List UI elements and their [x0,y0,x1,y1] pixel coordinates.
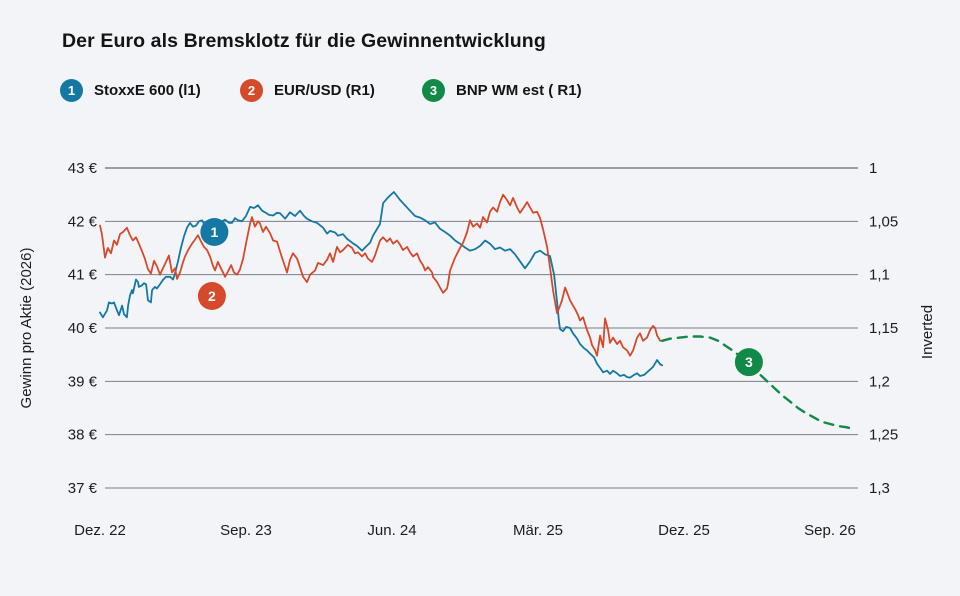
x-axis-tick: Sep. 23 [220,522,272,539]
legend-badge-1-icon: 1 [60,79,83,102]
legend-item-eurusd: 2 EUR/USD (R1) [240,79,375,102]
y-axis-left-tick: 41 € [68,267,98,284]
chart-title: Der Euro als Bremsklotz für die Gewinnen… [62,30,546,52]
series-badge-number: 2 [208,288,216,304]
x-axis-tick: Sep. 26 [804,522,856,539]
y-axis-left-tick: 37 € [68,480,98,497]
y-axis-right-labels: 1 1,05 1,1 1,15 1,2 1,25 1,3 [869,160,898,497]
series-line-1 [99,191,663,379]
y-axis-right-tick: 1,2 [869,373,890,390]
y-axis-right-tick: 1,15 [869,320,898,337]
series-line-3 [660,335,857,431]
gridlines [105,167,858,489]
x-axis-tick: Jun. 24 [367,522,416,539]
x-axis-tick: Mär. 25 [513,522,563,539]
y-axis-left-tick: 40 € [68,320,98,337]
legend-item-bnp-est: 3 BNP WM est ( R1) [422,79,582,102]
y-axis-left-title: Gewinn pro Aktie (2026) [18,248,35,409]
axis-titles: Gewinn pro Aktie (2026) Inverted [18,248,936,409]
y-axis-left-tick: 39 € [68,373,98,390]
legend-item-stoxx: 1 StoxxE 600 (l1) [60,79,201,102]
y-axis-left-tick: 38 € [68,427,98,444]
x-axis-labels: Dez. 22 Sep. 23 Jun. 24 Mär. 25 Dez. 25 Sep. … [74,522,856,539]
series-badges: 1 2 3 [197,218,763,377]
series-badge-1-icon [200,218,229,246]
y-axis-right-tick: 1,05 [869,213,898,230]
y-axis-right-tick: 1 [869,160,877,177]
series-badge-3-icon [734,348,763,377]
series-lines [99,191,857,431]
legend-badge-2-icon: 2 [240,79,263,102]
series-badge-number: 1 [210,224,218,240]
legend-label-bnp-est: BNP WM est ( R1) [456,82,582,99]
y-axis-right-title: Inverted [919,305,936,359]
y-axis-right-tick: 1,3 [869,480,890,497]
x-axis-tick: Dez. 25 [658,522,710,539]
legend-badge-3-icon: 3 [422,79,445,102]
y-axis-left-tick: 43 € [68,160,98,177]
series-badge-2-icon [197,282,226,310]
series-line-2 [99,193,662,357]
x-axis-tick: Dez. 22 [74,522,126,539]
y-axis-left-labels: 43 € 42 € 41 € 40 € 39 € 38 € 37 € [68,160,98,497]
legend-label-eurusd: EUR/USD (R1) [274,82,375,99]
legend-label-stoxx: StoxxE 600 (l1) [94,82,201,99]
series-badge-number: 3 [745,354,753,370]
y-axis-left-tick: 42 € [68,213,98,230]
y-axis-right-tick: 1,1 [869,267,890,284]
y-axis-right-tick: 1,25 [869,427,898,444]
